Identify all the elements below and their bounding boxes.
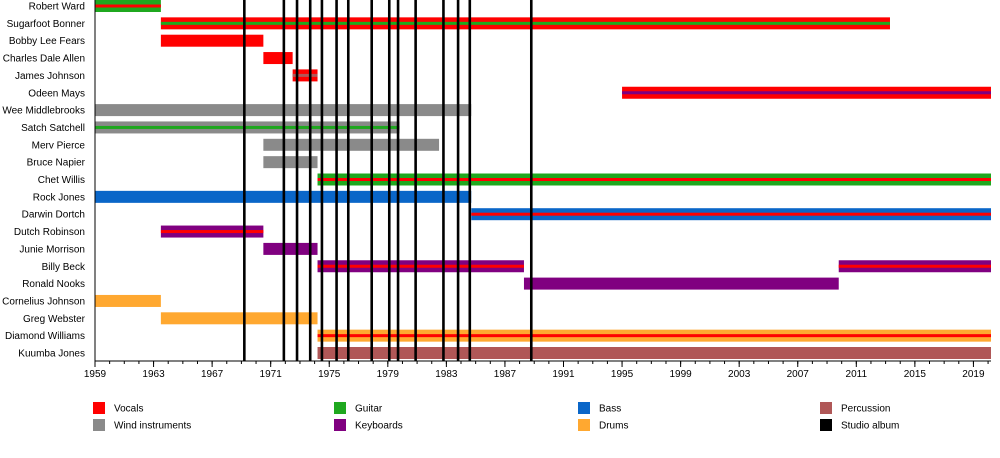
legend-label-studio-album: Studio album	[841, 421, 899, 432]
member-label-rock-jones: Rock Jones	[33, 192, 85, 203]
bar-cornelius-johnson-0	[95, 294, 161, 307]
bar-bobby-lee-fears-0	[160, 34, 264, 47]
legend-swatch-studio-album	[820, 419, 832, 431]
tick-label-2015: 2015	[904, 369, 927, 380]
member-label-bobby-lee-fears: Bobby Lee Fears	[9, 36, 85, 47]
bar-stripe-satch-satchell-0	[95, 125, 400, 129]
tick-label-2019: 2019	[962, 369, 985, 380]
bar-kuumba-jones-0	[317, 347, 991, 359]
legend-swatch-drums	[578, 419, 590, 431]
member-label-wee-middlebrooks: Wee Middlebrooks	[2, 106, 85, 117]
member-label-ronald-nooks: Ronald Nooks	[22, 279, 85, 290]
member-label-kuumba-jones: Kuumba Jones	[18, 349, 85, 360]
member-label-billy-beck: Billy Beck	[42, 262, 86, 273]
member-label-diamond-williams: Diamond Williams	[5, 331, 85, 342]
member-label-merv-pierce: Merv Pierce	[32, 140, 86, 151]
tick-label-1991: 1991	[552, 369, 575, 380]
member-labels: Robert Ward Sugarfoot Bonner Bobby Lee Fea…	[2, 2, 86, 360]
member-label-odeen-mays: Odeen Mays	[28, 88, 85, 99]
member-label-bruce-napier: Bruce Napier	[27, 158, 86, 169]
bar-stripe-robert-ward-0	[95, 4, 161, 8]
tick-label-2011: 2011	[846, 369, 868, 380]
member-label-darwin-dortch: Darwin Dortch	[22, 210, 85, 221]
bar-stripe-chet-willis-0	[317, 178, 991, 181]
bar-ronald-nooks-0	[523, 277, 839, 290]
member-label-charles-dale-allen: Charles Dale Allen	[3, 54, 85, 65]
legend-swatch-wind-instruments	[93, 419, 105, 431]
bar-stripe-billy-beck-1	[838, 264, 991, 268]
bar-stripe-darwin-dortch-0	[471, 212, 991, 216]
tick-label-1995: 1995	[611, 369, 634, 380]
tick-label-1975: 1975	[318, 369, 341, 380]
member-label-satch-satchell: Satch Satchell	[21, 123, 85, 134]
legend-label-guitar: Guitar	[355, 404, 383, 415]
bar-stripe-sugarfoot-bonner-0	[160, 21, 890, 25]
bar-stripe-diamond-williams-0	[317, 334, 991, 338]
bar-junie-morrison-0	[263, 242, 318, 255]
bar-stripe-billy-beck-0	[317, 264, 524, 268]
member-label-dutch-robinson: Dutch Robinson	[14, 227, 85, 238]
legend-label-bass: Bass	[599, 404, 621, 415]
member-label-robert-ward: Robert Ward	[29, 2, 85, 13]
member-label-sugarfoot-bonner: Sugarfoot Bonner	[7, 19, 86, 30]
member-label-greg-webster: Greg Webster	[23, 314, 86, 325]
tick-label-1983: 1983	[435, 369, 458, 380]
x-axis: 1959 1963 1967 1971 1975 1979 1983 1987 1991 1995…	[84, 0, 991, 380]
member-label-james-johnson: James Johnson	[15, 71, 85, 82]
legend-label-percussion: Percussion	[841, 404, 890, 415]
legend-label-keyboards: Keyboards	[355, 421, 403, 432]
tick-label-2003: 2003	[728, 369, 751, 380]
legend-label-vocals: Vocals	[114, 404, 143, 415]
tick-label-1979: 1979	[377, 369, 400, 380]
member-bars	[95, 0, 991, 359]
member-label-junie-morrison: Junie Morrison	[19, 244, 85, 255]
tick-label-2007: 2007	[787, 369, 810, 380]
legend-swatch-keyboards	[334, 419, 346, 431]
tick-label-1963: 1963	[142, 369, 165, 380]
bar-charles-dale-allen-0	[263, 52, 293, 65]
legend-swatch-percussion	[820, 402, 832, 414]
legend: Vocals Wind instruments Guitar Keyboards Bas…	[93, 402, 899, 432]
album-lines	[243, 0, 533, 361]
bar-stripe-dutch-robinson-0	[160, 230, 264, 234]
legend-swatch-bass	[578, 402, 590, 414]
tick-label-1971: 1971	[260, 369, 283, 380]
tick-label-1959: 1959	[84, 369, 107, 380]
legend-swatch-vocals	[93, 402, 105, 414]
legend-label-wind-instruments: Wind instruments	[114, 421, 191, 432]
member-label-cornelius-johnson: Cornelius Johnson	[2, 296, 85, 307]
tick-label-1987: 1987	[494, 369, 517, 380]
member-label-chet-willis: Chet Willis	[38, 175, 85, 186]
bar-bruce-napier-0	[263, 156, 318, 169]
tick-label-1999: 1999	[669, 369, 692, 380]
tick-label-1967: 1967	[201, 369, 224, 380]
legend-label-drums: Drums	[599, 421, 628, 432]
bar-greg-webster-0	[160, 312, 318, 325]
bar-merv-pierce-0	[263, 138, 440, 151]
legend-swatch-guitar	[334, 402, 346, 414]
bar-stripe-odeen-mays-0	[622, 91, 991, 95]
bar-stripe-james-johnson-0	[292, 73, 318, 77]
